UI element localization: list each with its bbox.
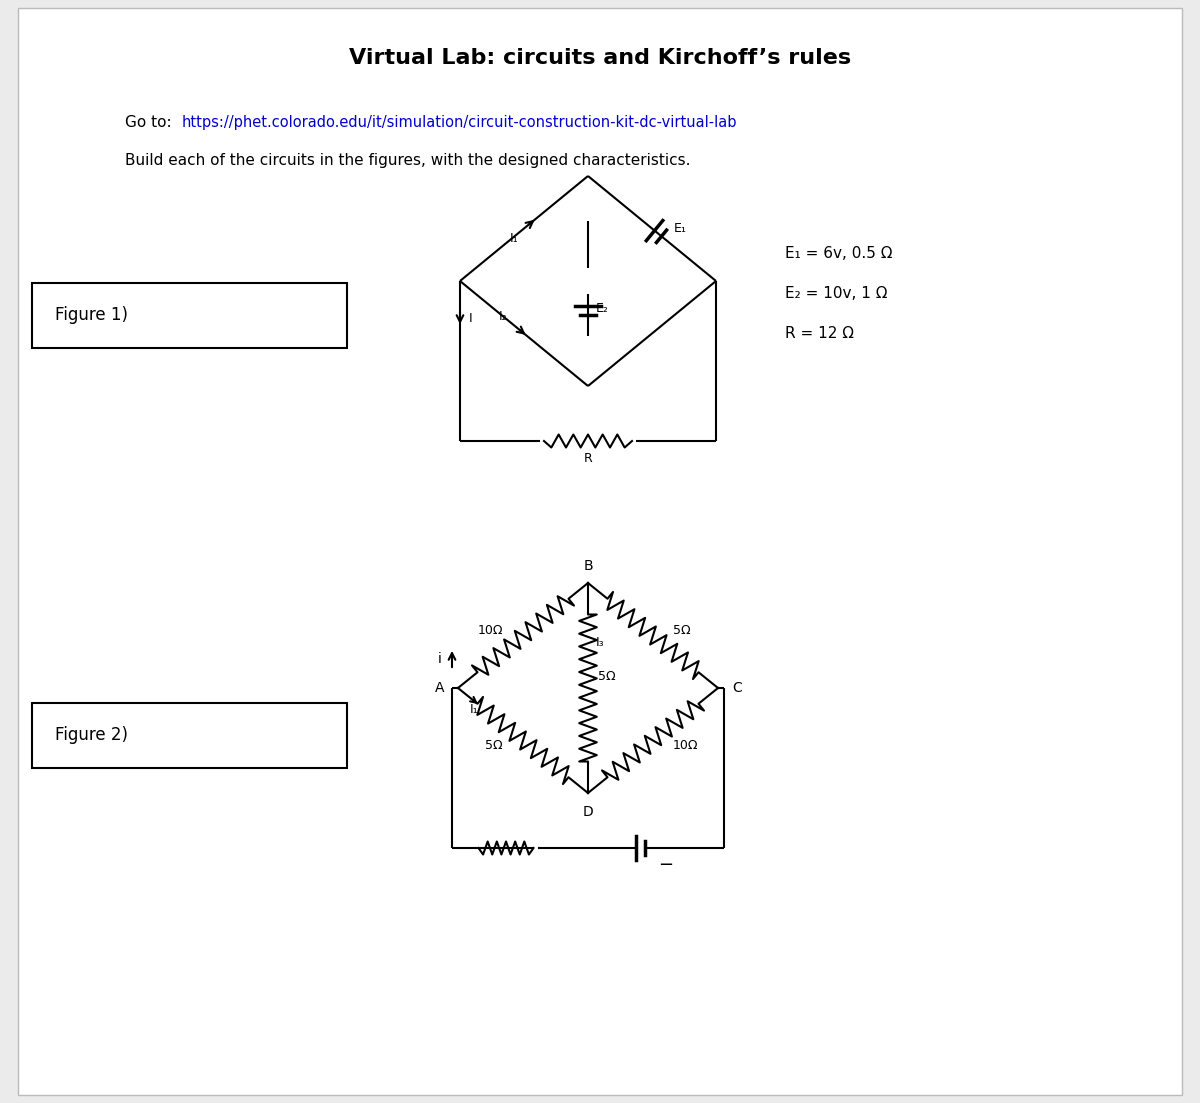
Text: I₁: I₁ xyxy=(470,703,479,716)
Text: I₃: I₃ xyxy=(596,636,605,650)
Text: 5Ω: 5Ω xyxy=(598,670,616,683)
Text: R = 12 Ω: R = 12 Ω xyxy=(785,325,854,341)
Text: C: C xyxy=(732,681,742,695)
Text: −: − xyxy=(658,856,673,874)
Text: E₂ = 10v, 1 Ω: E₂ = 10v, 1 Ω xyxy=(785,286,888,300)
Text: Build each of the circuits in the figures, with the designed characteristics.: Build each of the circuits in the figure… xyxy=(125,153,690,169)
Text: E₁: E₁ xyxy=(673,222,686,235)
Text: I₂: I₂ xyxy=(499,310,508,323)
Text: I: I xyxy=(469,311,473,324)
Text: R: R xyxy=(583,452,593,465)
Text: Virtual Lab: circuits and Kirchoff’s rules: Virtual Lab: circuits and Kirchoff’s rul… xyxy=(349,49,851,68)
Text: B: B xyxy=(583,559,593,572)
Text: https://phet.colorado.edu/it/simulation/circuit-construction-kit-dc-virtual-lab: https://phet.colorado.edu/it/simulation/… xyxy=(182,116,738,130)
FancyBboxPatch shape xyxy=(32,283,347,349)
Text: E₂: E₂ xyxy=(596,302,608,315)
Text: Figure 2): Figure 2) xyxy=(55,727,128,745)
Text: 5Ω: 5Ω xyxy=(673,624,691,638)
Text: Figure 1): Figure 1) xyxy=(55,307,128,324)
Text: A: A xyxy=(434,681,444,695)
Text: 5Ω: 5Ω xyxy=(485,739,503,752)
Text: Go to:: Go to: xyxy=(125,116,176,130)
Text: 10Ω: 10Ω xyxy=(673,739,698,752)
Text: I₁: I₁ xyxy=(510,233,518,245)
FancyBboxPatch shape xyxy=(18,8,1182,1095)
Text: i: i xyxy=(438,652,442,666)
Text: 10Ω: 10Ω xyxy=(478,624,503,638)
Text: E₁ = 6v, 0.5 Ω: E₁ = 6v, 0.5 Ω xyxy=(785,246,893,260)
Text: D: D xyxy=(583,805,593,820)
FancyBboxPatch shape xyxy=(32,703,347,768)
